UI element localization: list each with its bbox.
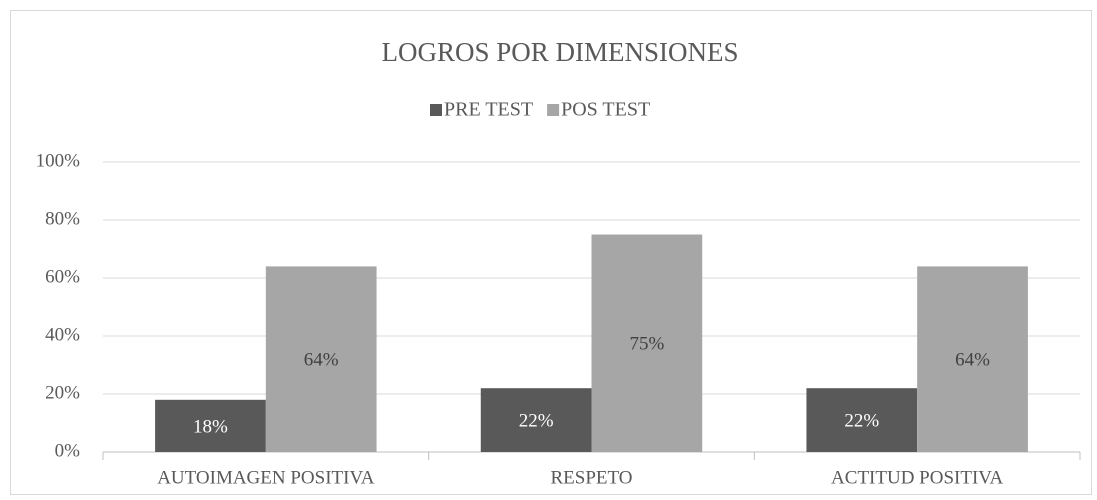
legend-label: POS TEST	[561, 99, 650, 121]
data-label: 22%	[844, 410, 879, 431]
data-label: 64%	[955, 350, 990, 371]
y-tick-label: 80%	[45, 208, 80, 229]
bar	[480, 388, 592, 452]
legend-swatch	[430, 104, 442, 116]
chart-title: LOGROS POR DIMENSIONES	[381, 37, 738, 67]
data-label: 22%	[519, 410, 554, 431]
x-tick-label: AUTOIMAGEN POSITIVA	[157, 467, 375, 488]
data-label: 75%	[629, 334, 664, 355]
bar	[155, 399, 266, 452]
bar	[591, 234, 703, 452]
x-tick-label: ACTITUD POSITIVA	[831, 467, 1004, 488]
bar	[806, 388, 918, 452]
y-tick-label: 60%	[45, 266, 80, 287]
x-tick-label: RESPETO	[550, 467, 632, 488]
y-tick-label: 40%	[45, 324, 80, 345]
y-tick-label: 100%	[36, 150, 81, 171]
y-tick-label: 20%	[45, 382, 80, 403]
y-tick-label: 0%	[55, 440, 81, 461]
bar	[265, 266, 377, 452]
legend-label: PRE TEST	[444, 99, 533, 121]
legend-swatch	[547, 104, 560, 116]
bar	[917, 266, 1028, 452]
data-label: 64%	[304, 350, 339, 371]
data-label: 18%	[193, 416, 228, 437]
